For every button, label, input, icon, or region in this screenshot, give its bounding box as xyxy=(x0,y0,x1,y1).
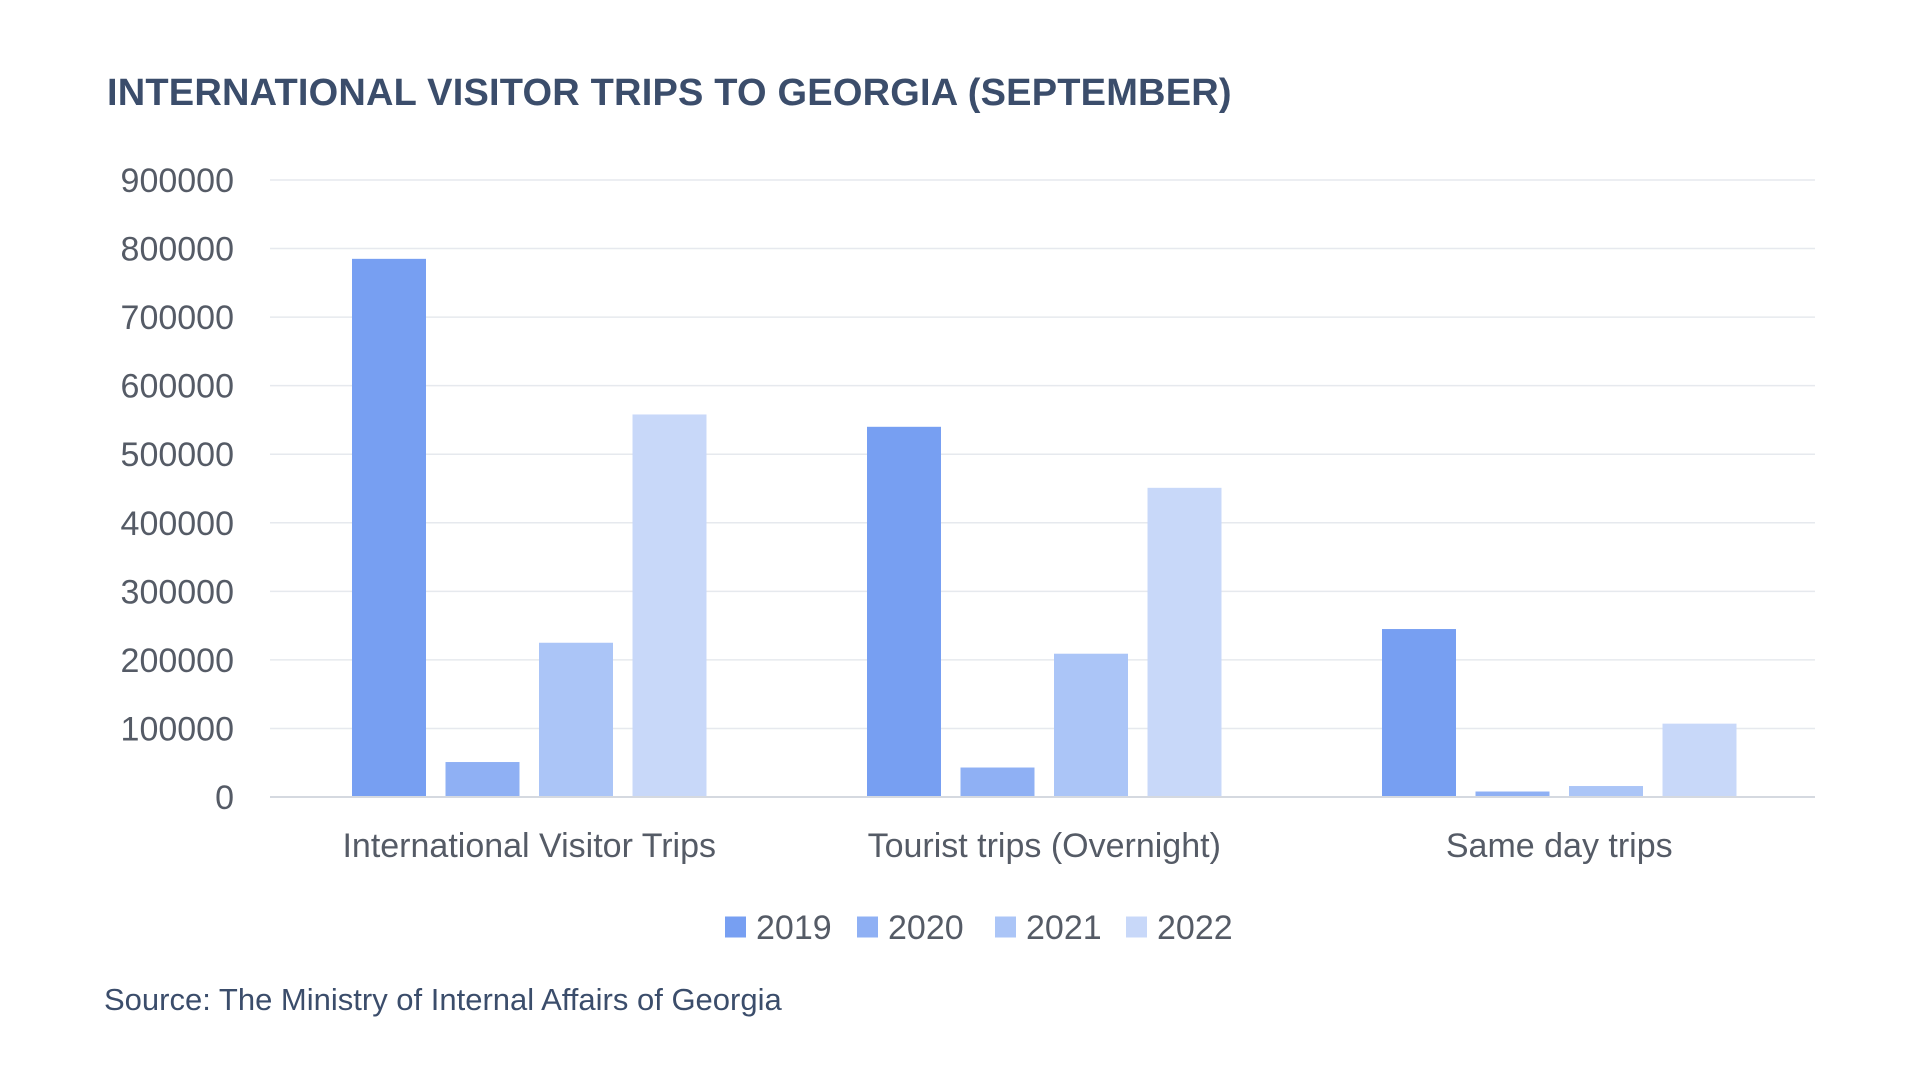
legend-swatch-2020 xyxy=(857,916,878,938)
y-tick-label: 400000 xyxy=(121,505,234,543)
legend-label-2019: 2019 xyxy=(756,909,832,947)
legend-swatch-2019 xyxy=(725,916,746,938)
y-tick-label: 0 xyxy=(215,779,234,817)
legend: 2019 2020 2021 2022 xyxy=(725,909,1233,947)
legend-label-2020: 2020 xyxy=(888,909,964,947)
gridlines xyxy=(270,179,1815,730)
y-axis-ticks: 0 100000 200000 300000 400000 500000 600000 700… xyxy=(121,162,234,817)
y-tick-label: 100000 xyxy=(121,710,234,748)
bar-2021-1 xyxy=(1054,653,1128,797)
chart-title: INTERNATIONAL VISITOR TRIPS TO GEORGIA (… xyxy=(107,72,1232,114)
legend-label-2022: 2022 xyxy=(1157,909,1233,947)
bars xyxy=(352,258,1737,798)
category-label: International Visitor Trips xyxy=(342,827,716,865)
y-tick-label: 900000 xyxy=(121,162,234,200)
bar-2022-0 xyxy=(632,414,707,797)
bar-2019-2 xyxy=(1382,629,1456,797)
legend-swatch-2022 xyxy=(1126,916,1147,938)
y-tick-label: 300000 xyxy=(121,573,234,611)
bar-2019-0 xyxy=(352,258,426,798)
y-tick-label: 200000 xyxy=(121,642,234,680)
bar-2022-1 xyxy=(1147,487,1222,797)
bar-2020-0 xyxy=(445,762,520,797)
bar-2021-0 xyxy=(539,642,613,797)
y-tick-label: 800000 xyxy=(121,231,234,269)
bar-2020-1 xyxy=(960,767,1035,797)
legend-swatch-2021 xyxy=(995,916,1016,938)
bar-2019-1 xyxy=(867,426,941,797)
bar-2021-2 xyxy=(1569,786,1643,797)
bar-2020-2 xyxy=(1475,791,1550,797)
y-tick-label: 600000 xyxy=(121,368,234,406)
category-label: Tourist trips (Overnight) xyxy=(868,827,1221,865)
legend-label-2021: 2021 xyxy=(1026,909,1102,947)
source-note: Source: The Ministry of Internal Affairs… xyxy=(104,982,782,1017)
y-tick-label: 700000 xyxy=(121,299,234,337)
x-axis-categories: International Visitor Trips Tourist trips… xyxy=(342,827,1672,865)
category-label: Same day trips xyxy=(1446,827,1673,865)
bar-2022-2 xyxy=(1662,723,1737,797)
y-tick-label: 500000 xyxy=(121,436,234,474)
